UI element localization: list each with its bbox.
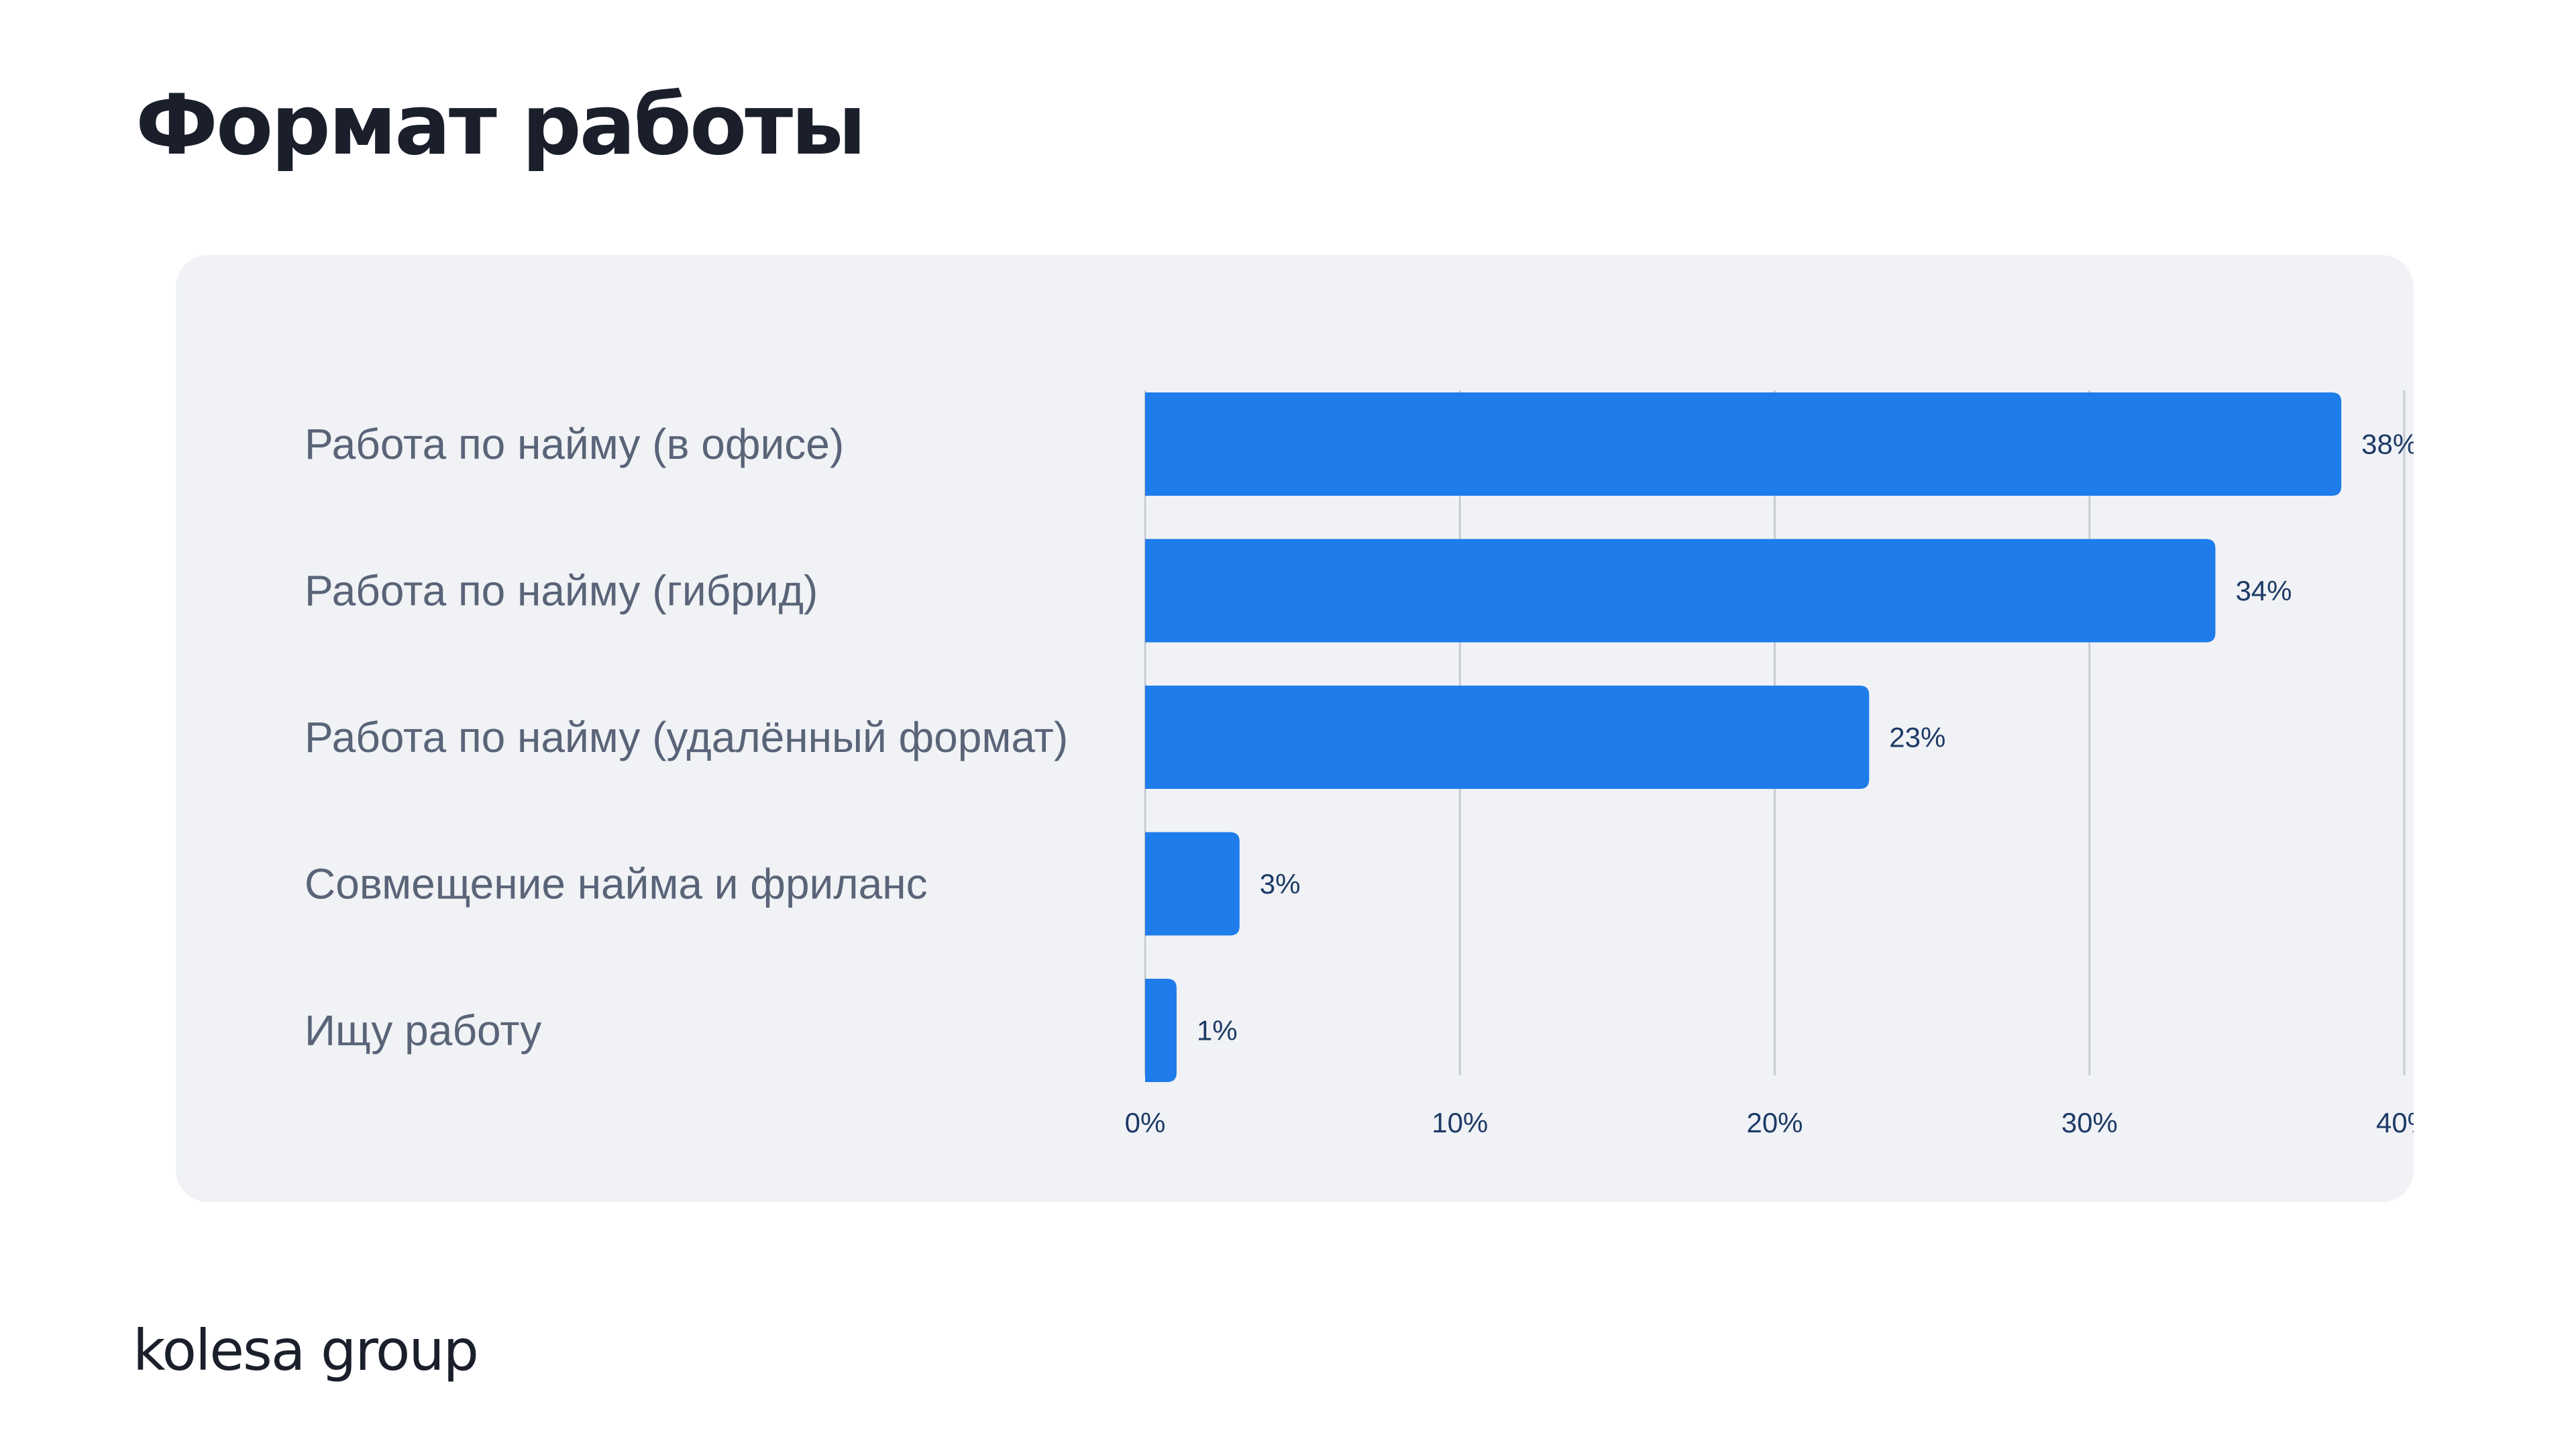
brand-logo: kolesa group <box>133 1318 479 1383</box>
bar <box>1145 686 1870 789</box>
category-labels: Работа по найму (в офисе) Работа по найму… <box>305 420 1068 1055</box>
bars <box>1145 392 2342 1082</box>
category-label: Ищу работу <box>305 1006 541 1055</box>
bar <box>1145 832 1240 936</box>
bar <box>1145 979 1177 1082</box>
value-label: 34% <box>2235 575 2292 606</box>
category-label: Работа по найму (в офисе) <box>305 420 844 468</box>
x-tick-label: 10% <box>1432 1107 1488 1138</box>
x-tick-label: 0% <box>1125 1107 1166 1138</box>
bar-chart: Работа по найму (в офисе) Работа по найму… <box>305 390 2414 1138</box>
category-label: Работа по найму (гибрид) <box>305 567 818 615</box>
x-tick-label: 40% <box>2376 1107 2414 1138</box>
bar <box>1145 539 2216 643</box>
value-label: 23% <box>1889 722 1945 753</box>
value-labels: 38% 34% 23% 3% 1% <box>1197 429 2414 1046</box>
x-tick-label: 30% <box>2061 1107 2118 1138</box>
chart-panel: Работа по найму (в офисе) Работа по найму… <box>176 255 2414 1202</box>
x-tick-label: 20% <box>1746 1107 1803 1138</box>
page-title: Формат работы <box>136 77 866 174</box>
value-label: 3% <box>1260 868 1301 900</box>
value-label: 1% <box>1197 1015 1238 1046</box>
bar <box>1145 392 2342 496</box>
value-label: 38% <box>2361 429 2414 460</box>
x-axis-tick-labels: 0% 10% 20% 30% 40% <box>1125 1107 2414 1138</box>
category-label: Работа по найму (удалённый формат) <box>305 713 1068 761</box>
category-label: Совмещение найма и фриланс <box>305 860 928 908</box>
